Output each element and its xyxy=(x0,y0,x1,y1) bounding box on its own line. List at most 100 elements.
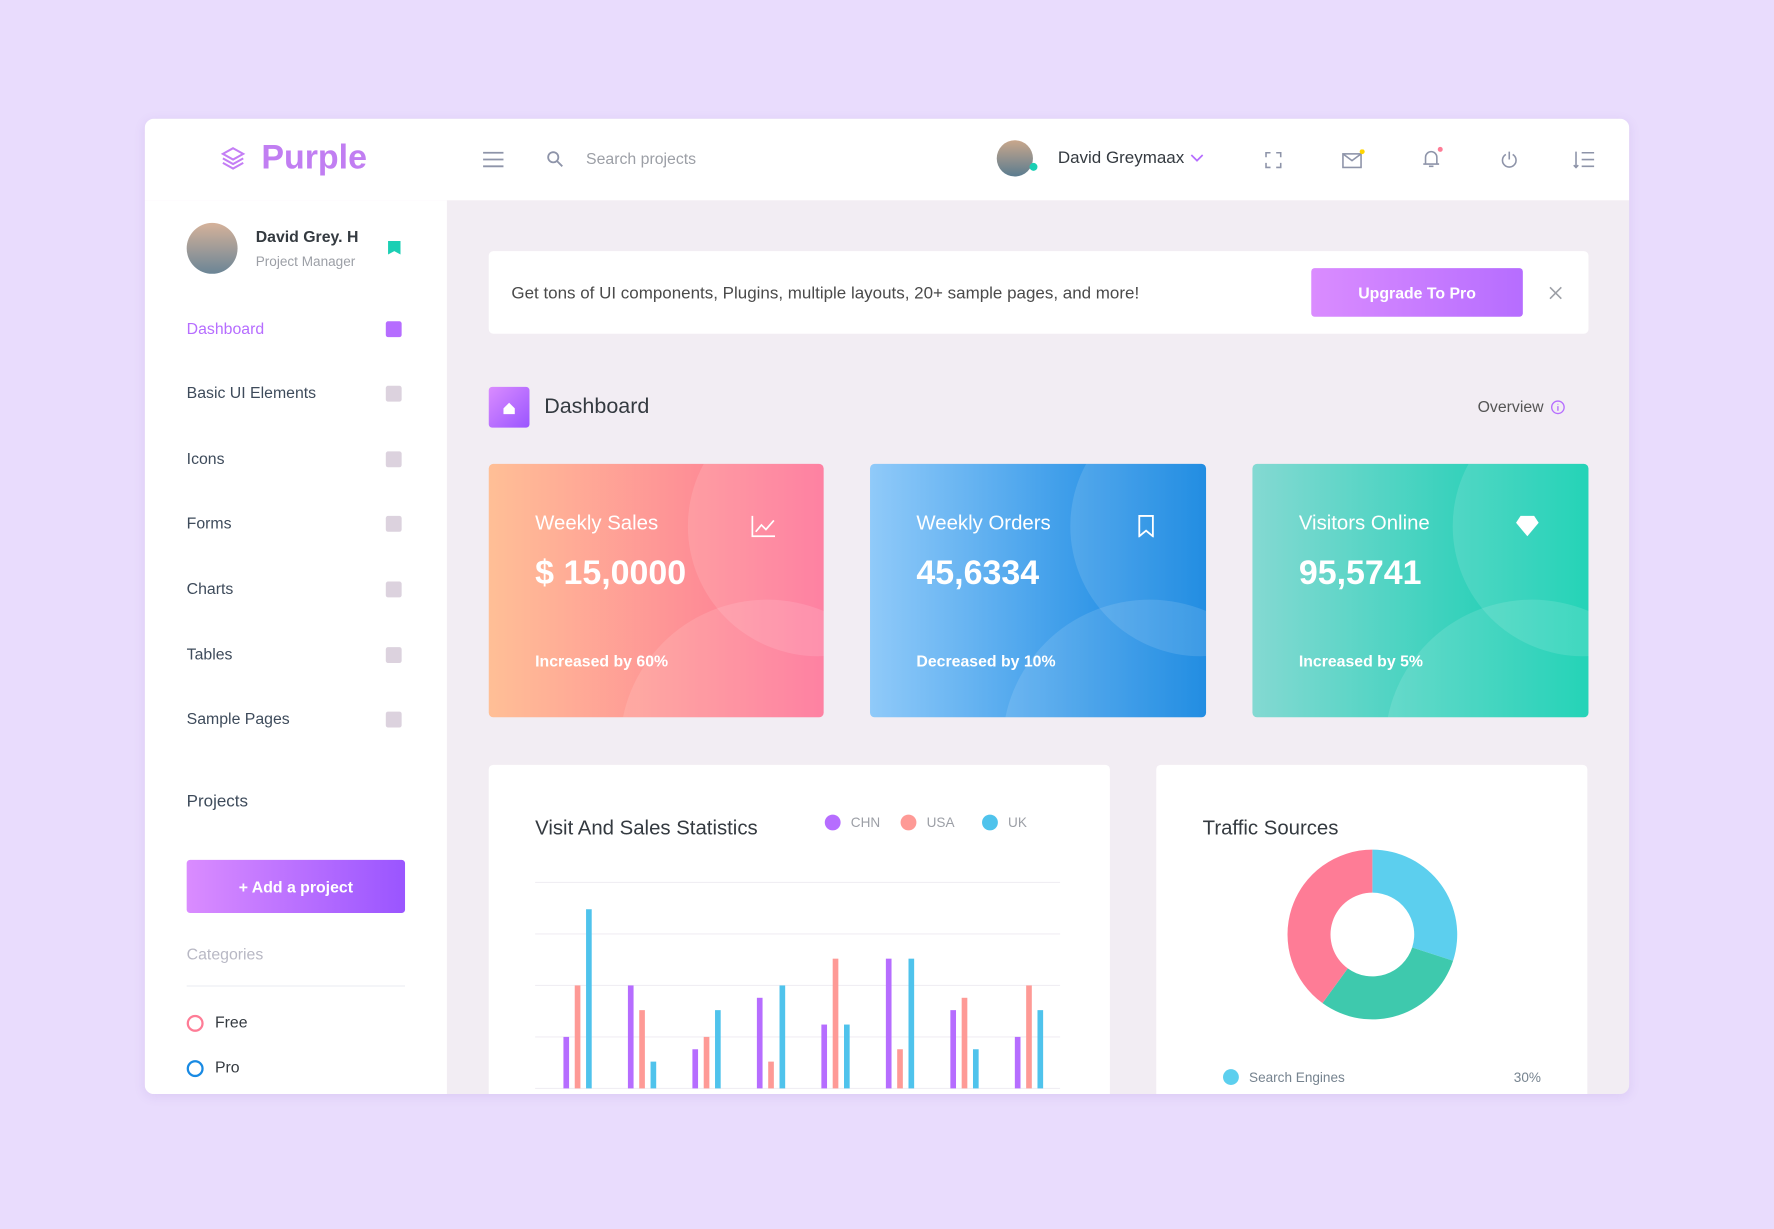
nav-item[interactable]: Tables xyxy=(186,644,233,663)
legend-swatch xyxy=(1223,1069,1239,1085)
pie-slice xyxy=(1372,849,1458,961)
bar xyxy=(908,958,915,1089)
legend-label: Search Engines xyxy=(1249,1070,1345,1085)
nav-icon xyxy=(385,451,402,468)
nav-item[interactable]: Sample Pages xyxy=(186,709,290,728)
bar xyxy=(627,985,634,1089)
overview-link[interactable]: Overview xyxy=(1477,397,1544,416)
divider xyxy=(186,985,406,987)
stat-card: Weekly Sales $ 15,0000 Increased by 60% xyxy=(488,463,824,718)
bar xyxy=(639,1010,645,1089)
bell-icon[interactable] xyxy=(1420,146,1445,171)
bar xyxy=(715,1010,721,1089)
user-name[interactable]: David Greymaax xyxy=(1057,148,1185,168)
projects-heading: Projects xyxy=(186,791,248,812)
chart-title: Traffic Sources xyxy=(1203,818,1339,840)
app-window: Purple Search projects David Greymaax Da… xyxy=(144,118,1630,1095)
avatar xyxy=(996,140,1033,177)
stat-value: 95,5741 xyxy=(1298,554,1422,592)
pie-slice xyxy=(1287,849,1373,1004)
nav-icon xyxy=(385,321,402,338)
brand: Purple xyxy=(261,139,367,177)
promo-banner: Get tons of UI components, Plugins, mult… xyxy=(488,251,1589,334)
power-icon[interactable] xyxy=(1500,150,1518,168)
stat-card: Weekly Orders 45,6334 Decreased by 10% xyxy=(870,463,1207,718)
legend-swatch xyxy=(824,814,841,831)
nav-item[interactable]: Charts xyxy=(186,579,234,598)
close-button[interactable] xyxy=(1549,286,1563,300)
fullscreen-icon[interactable] xyxy=(1265,151,1282,169)
nav-item[interactable]: Dashboard xyxy=(186,319,265,338)
stat-value: $ 15,0000 xyxy=(535,554,687,592)
nav-icon xyxy=(385,647,402,663)
profile-name: David Grey. H xyxy=(255,227,359,246)
bar xyxy=(1037,1010,1044,1089)
search-input[interactable]: Search projects xyxy=(586,149,697,168)
pie-chart-card: Traffic Sources Search Engines 30% xyxy=(1156,764,1588,1095)
verified-icon xyxy=(388,240,401,255)
stat-title: Weekly Sales xyxy=(535,511,659,535)
legend-swatch xyxy=(982,814,998,831)
bar xyxy=(703,1036,710,1089)
legend-label: CHN xyxy=(851,815,880,830)
bar xyxy=(885,958,892,1089)
pie-chart: Traffic Sources Search Engines 30% xyxy=(1203,818,1541,1085)
bar xyxy=(961,997,968,1089)
legend-label: UK xyxy=(1008,815,1027,830)
page-title: Dashboard xyxy=(544,394,650,419)
settings-toggle[interactable] xyxy=(1573,150,1596,169)
bar xyxy=(832,958,839,1089)
bar xyxy=(972,1049,979,1089)
nav-icon xyxy=(385,385,402,402)
nav-item[interactable]: Forms xyxy=(186,513,232,532)
sidebar: David Grey. H Project Manager Dashboard B… xyxy=(144,200,447,1095)
add-project-button[interactable]: + Add a project xyxy=(186,859,406,914)
bar xyxy=(950,1010,957,1089)
nav-icon xyxy=(385,711,402,728)
stat-icon xyxy=(1138,515,1154,538)
bar xyxy=(692,1049,699,1089)
stat-note: Decreased by 10% xyxy=(916,651,1056,670)
bar xyxy=(1014,1036,1021,1089)
bar xyxy=(779,985,786,1089)
stat-card: Visitors Online 95,5741 Increased by 5% xyxy=(1252,463,1589,718)
stat-value: 45,6334 xyxy=(916,554,1040,592)
profile-role: Project Manager xyxy=(255,253,356,270)
profile-avatar xyxy=(186,222,238,274)
stat-note: Increased by 5% xyxy=(1298,651,1423,670)
category-bullet xyxy=(186,1060,204,1078)
info-icon xyxy=(1551,400,1565,415)
logo-icon xyxy=(220,147,246,170)
bar xyxy=(756,997,763,1089)
menu-toggle[interactable] xyxy=(482,150,505,168)
banner-text: Get tons of UI components, Plugins, mult… xyxy=(511,283,1140,304)
nav-icon xyxy=(385,581,402,598)
bar xyxy=(563,1036,570,1089)
bar xyxy=(897,1049,903,1089)
nav-item[interactable]: Basic UI Elements xyxy=(186,383,317,402)
bar xyxy=(650,1061,657,1089)
stat-note: Increased by 60% xyxy=(535,651,669,670)
nav-icon xyxy=(385,515,402,532)
category-label[interactable]: Pro xyxy=(214,1057,240,1076)
bar-chart-card: Visit And Sales Statistics CHN USA UK xyxy=(488,764,1110,1095)
status-dot xyxy=(1029,162,1038,171)
categories-heading: Categories xyxy=(186,944,264,963)
legend-swatch xyxy=(900,814,917,831)
stat-icon xyxy=(751,515,775,538)
legend-label: USA xyxy=(927,815,956,830)
bar xyxy=(1026,985,1032,1089)
mail-icon[interactable] xyxy=(1341,149,1366,172)
bar xyxy=(768,1061,774,1089)
legend-value: 30% xyxy=(1514,1070,1541,1085)
bar xyxy=(821,1024,828,1089)
nav-item[interactable]: Icons xyxy=(186,449,225,468)
search-icon xyxy=(547,151,563,167)
stat-title: Weekly Orders xyxy=(916,511,1051,535)
category-label[interactable]: Free xyxy=(214,1012,248,1031)
bar xyxy=(586,909,592,1089)
stat-icon xyxy=(1516,515,1539,537)
upgrade-button[interactable]: Upgrade To Pro xyxy=(1311,268,1523,317)
